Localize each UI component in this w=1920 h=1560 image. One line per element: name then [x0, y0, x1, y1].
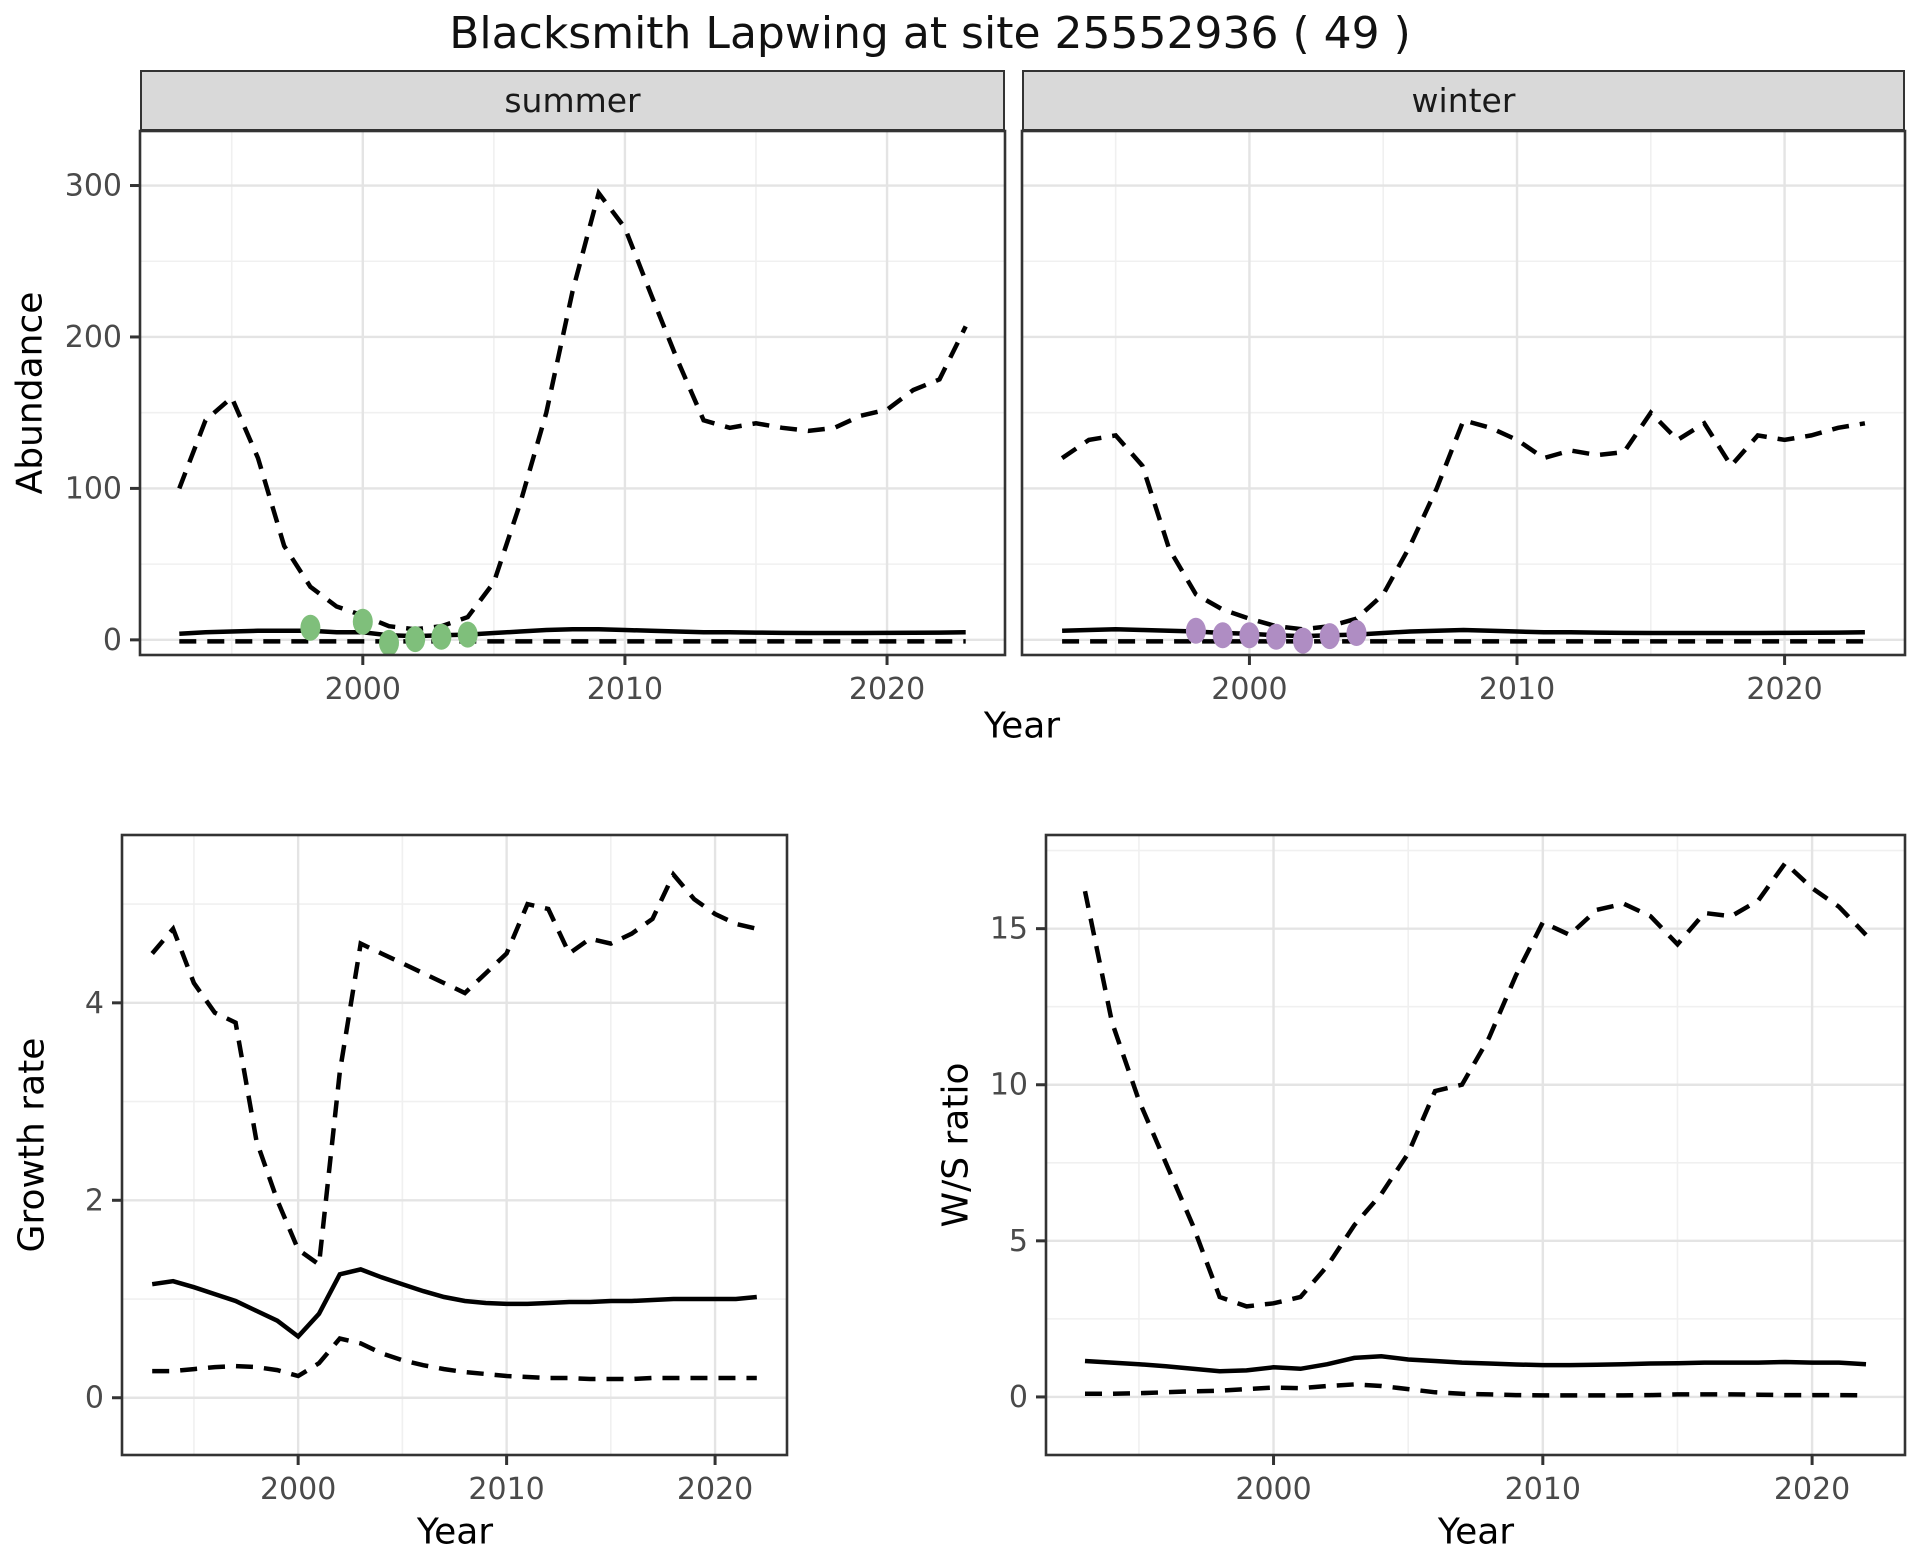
- gridlines-minor: [140, 131, 1005, 655]
- ws-lower-credible-interval-line: [1085, 1382, 1867, 1398]
- growth-upper-credible-interval-line: [150, 870, 758, 1269]
- panel-border: [120, 833, 789, 1457]
- gridlines-minor: [1022, 131, 1905, 655]
- panel-border: [1044, 833, 1907, 1457]
- ws-upper-credible-interval-line: [1082, 859, 1868, 1309]
- observed-summer-counts-point: [300, 614, 321, 641]
- observed-summer-counts-group: [300, 608, 478, 656]
- observed-winter-counts-point: [1346, 620, 1367, 646]
- observed-winter-counts-group: [1185, 617, 1367, 654]
- facet-strip-summer-label: summer: [504, 81, 641, 120]
- observed-winter-counts-point: [1293, 627, 1313, 654]
- abundance-axis-title: Abundance: [9, 291, 51, 495]
- y-tick-label: 0: [1009, 1380, 1028, 1415]
- summer-abundance-panel: 2000 2010 2020 0 100 200 300: [65, 129, 1007, 707]
- observed-summer-counts-point: [405, 626, 426, 653]
- growth-lower-credible-interval-line: [152, 1335, 757, 1382]
- observed-winter-counts-point: [1185, 617, 1206, 644]
- x-tick-label: 2000: [1211, 672, 1287, 707]
- ws-year-axis-title: Year: [1437, 1511, 1515, 1553]
- observed-winter-counts-point: [1319, 623, 1340, 650]
- x-tick-label: 2020: [849, 672, 925, 707]
- gridlines-minor: [1046, 835, 1905, 1455]
- panel-background: [140, 131, 1005, 655]
- y-tick-label: 2: [85, 1183, 104, 1218]
- x-tick-label: 2000: [325, 672, 401, 707]
- summer-upper-credible-interval-line: [177, 188, 968, 632]
- x-tick-label: 2000: [1235, 1472, 1311, 1507]
- y-tick-label: 10: [990, 1068, 1028, 1103]
- top-row-year-axis-title: Year: [983, 705, 1061, 747]
- ws-ratio-panel: 2000 2010 2020 0 5 10 15: [990, 833, 1907, 1507]
- figure-title: Blacksmith Lapwing at site 25552936 ( 49…: [449, 8, 1411, 59]
- x-tick-label: 2010: [587, 672, 663, 707]
- facet-strip-winter-label: winter: [1411, 81, 1516, 120]
- ws-median-ws-ratio-line: [1084, 1354, 1867, 1374]
- y-tick-label: 15: [990, 912, 1028, 947]
- y-tick-label: 5: [1009, 1224, 1028, 1259]
- gridlines-major: [122, 835, 787, 1455]
- growth-median-growth-rate-line: [151, 1267, 758, 1340]
- observed-summer-counts-point: [352, 608, 373, 635]
- winter-abundance-panel: 2000 2010 2020: [1020, 129, 1907, 707]
- x-tick-label: 2010: [1505, 1472, 1581, 1507]
- panel-border: [1020, 129, 1907, 657]
- x-tick-label: 2020: [677, 1472, 753, 1507]
- facet-strip-winter: winter: [1022, 70, 1905, 131]
- facet-strip-summer: summer: [140, 70, 1005, 131]
- growth-rate-panel: 2000 2010 2020 0 2 4: [85, 833, 789, 1507]
- panel-background: [1046, 835, 1905, 1455]
- x-tick-label: 2020: [1746, 672, 1822, 707]
- x-tick-label: 2010: [1479, 672, 1555, 707]
- y-tick-label: 0: [103, 623, 122, 658]
- x-tick-label: 2020: [1774, 1472, 1850, 1507]
- observed-summer-counts-point: [457, 621, 478, 648]
- panel-background: [1022, 131, 1905, 655]
- y-tick-label: 100: [65, 471, 122, 506]
- y-tick-label: 200: [65, 320, 122, 355]
- observed-summer-counts-point: [379, 629, 399, 656]
- y-tick-label: 300: [65, 169, 122, 204]
- observed-winter-counts-point: [1239, 622, 1260, 649]
- winter-upper-credible-interval-line: [1060, 409, 1866, 632]
- panel-border: [138, 129, 1007, 657]
- growth-year-axis-title: Year: [416, 1511, 494, 1553]
- gridlines-major: [1022, 131, 1905, 655]
- x-tick-label: 2010: [468, 1472, 544, 1507]
- y-tick-label: 0: [85, 1381, 104, 1416]
- panel-background: [122, 835, 787, 1455]
- observed-winter-counts-point: [1266, 623, 1287, 650]
- observed-winter-counts-point: [1212, 622, 1233, 649]
- observed-summer-counts-point: [431, 623, 452, 650]
- x-tick-label: 2000: [260, 1472, 336, 1507]
- y-tick-label: 4: [85, 986, 104, 1021]
